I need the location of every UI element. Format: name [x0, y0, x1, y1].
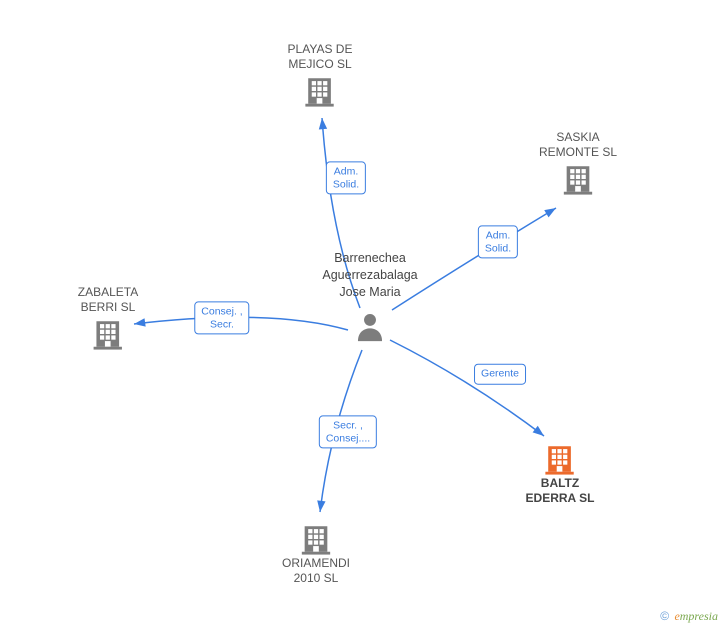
edge-label-oriamendi: Secr. , Consej.... [319, 415, 377, 448]
arrowhead-baltz [533, 426, 547, 440]
company-label: BALTZ EDERRA SL [526, 476, 595, 506]
building-icon [543, 442, 577, 476]
building-icon [561, 162, 595, 196]
company-node-baltz[interactable]: BALTZ EDERRA SL [526, 440, 595, 506]
edge-label-playas: Adm. Solid. [326, 161, 366, 194]
center-person-icon[interactable] [353, 310, 387, 349]
company-node-oriamendi[interactable]: ORIAMENDI 2010 SL [282, 520, 350, 586]
company-icon-holder [288, 74, 353, 108]
arrowhead-playas [318, 118, 327, 130]
building-icon [303, 74, 337, 108]
footer: © empresia [660, 609, 718, 624]
company-label: ORIAMENDI 2010 SL [282, 556, 350, 586]
arrowhead-saskia [544, 204, 558, 217]
person-icon [353, 310, 387, 344]
edge-label-baltz: Gerente [474, 364, 526, 385]
arrowhead-oriamendi [316, 500, 326, 512]
building-icon [91, 317, 125, 351]
company-label: ZABALETA BERRI SL [78, 285, 138, 315]
edge-zabaleta [134, 317, 348, 330]
company-icon-holder [539, 162, 617, 196]
company-node-saskia[interactable]: SASKIA REMONTE SL [539, 130, 617, 196]
company-icon-holder [78, 317, 138, 351]
edge-oriamendi [320, 350, 362, 512]
edge-label-saskia: Adm. Solid. [478, 225, 518, 258]
company-icon-holder [526, 442, 595, 476]
edge-label-zabaleta: Consej. , Secr. [194, 301, 249, 334]
brand-rest: mpresia [680, 609, 718, 623]
copyright-symbol: © [660, 609, 669, 623]
company-label: SASKIA REMONTE SL [539, 130, 617, 160]
company-label: PLAYAS DE MEJICO SL [288, 42, 353, 72]
company-node-playas[interactable]: PLAYAS DE MEJICO SL [288, 42, 353, 108]
edge-baltz [390, 340, 544, 436]
center-person-label: Barrenechea Aguerrezabalaga Jose Maria [322, 250, 417, 301]
building-icon [299, 522, 333, 556]
company-node-zabaleta[interactable]: ZABALETA BERRI SL [78, 285, 138, 351]
diagram-canvas: Adm. Solid. Adm. Solid. Consej. , Secr. Sec… [0, 0, 728, 630]
company-icon-holder [282, 522, 350, 556]
